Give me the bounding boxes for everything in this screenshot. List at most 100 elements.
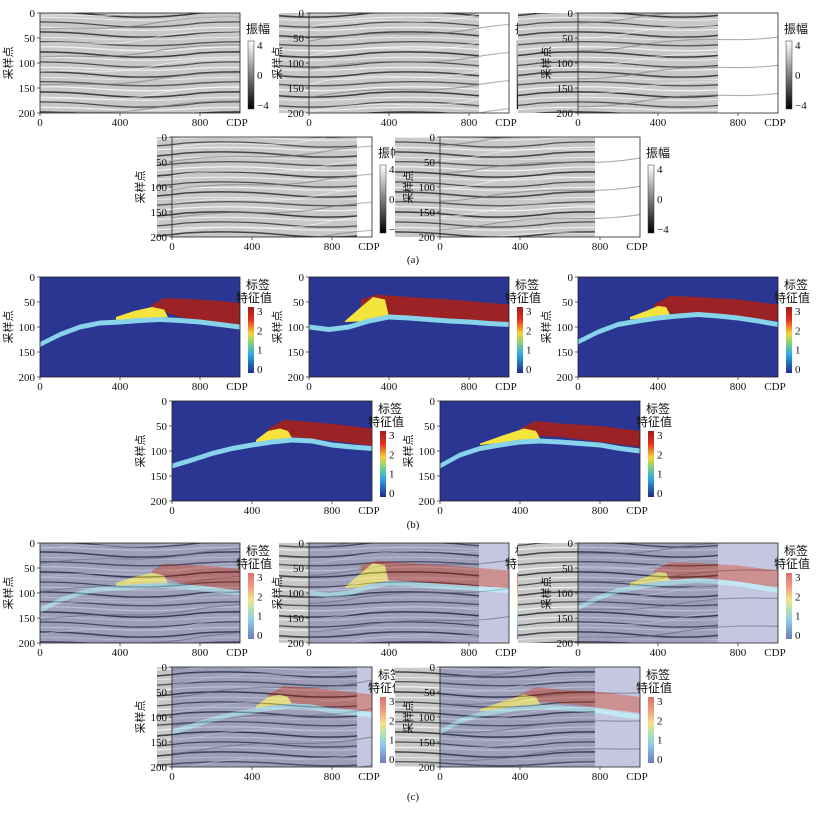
colorbar-tick-label: 0 [795, 364, 801, 376]
colorbar-tick-label: 0 [257, 630, 263, 642]
y-tick-label: 0 [568, 8, 574, 20]
x-tick-label: 0 [169, 505, 175, 517]
colorbar-tick-label: 1 [389, 735, 395, 747]
y-tick-label: 100 [288, 588, 305, 600]
y-tick-label: 200 [19, 372, 36, 384]
label-layer [309, 543, 509, 643]
y-tick-label: 150 [288, 613, 305, 625]
colorbar-tick-label: 1 [257, 611, 263, 623]
x-tick-label: 800 [592, 771, 609, 783]
x-tick-label: 400 [112, 647, 129, 659]
y-tick-label: 100 [151, 182, 168, 194]
label-layer [309, 277, 509, 377]
y-tick-label: 0 [162, 132, 168, 144]
y-tick-label: 200 [288, 638, 305, 650]
colorbar-title-line1: 标签 [646, 401, 670, 416]
label-layer [40, 543, 240, 643]
y-tick-label: 50 [562, 563, 574, 575]
caption-a: (a) [407, 254, 420, 266]
colorbar-tick-label: 2 [795, 325, 801, 337]
colorbar-tick-label: 3 [257, 306, 263, 318]
label-layer [172, 667, 372, 767]
colorbar-tick-label: 3 [795, 306, 801, 318]
label-layer [440, 667, 640, 767]
colorbar-title-line2: 特征值 [774, 556, 810, 571]
label-layer [578, 543, 778, 643]
colorbar [248, 307, 254, 373]
x-tick-label: 800 [592, 505, 609, 517]
colorbar-tick-label: 0 [795, 70, 801, 82]
x-tick-label: 800 [324, 505, 341, 517]
colorbar [785, 40, 793, 110]
y-tick-label: 150 [557, 613, 574, 625]
y-tick-label: 200 [151, 496, 168, 508]
class0-region [172, 401, 372, 501]
colorbar-tick-label: −4 [257, 100, 269, 112]
y-axis-label: 采样点 [133, 701, 147, 734]
x-tick-label: 800 [461, 117, 478, 129]
class1-region [309, 314, 509, 332]
colorbar [786, 573, 792, 639]
y-axis-label: 采样点 [539, 311, 553, 344]
colorbar [380, 431, 386, 497]
y-tick-label: 50 [562, 297, 574, 309]
class1-region [440, 704, 640, 735]
y-tick-label: 0 [30, 272, 36, 284]
colorbar-tick-label: 4 [257, 40, 263, 52]
x-tick-label: 400 [381, 117, 398, 129]
colorbar-tick-label: 3 [795, 572, 801, 584]
y-tick-label: 50 [293, 563, 305, 575]
colorbar-title-line1: 标签 [784, 277, 808, 292]
colorbar-tick-label: 0 [657, 488, 663, 500]
y-tick-label: 50 [424, 687, 436, 699]
y-tick-label: 50 [293, 297, 305, 309]
x-tick-label: 0 [169, 771, 175, 783]
x-tick-label: 0 [437, 771, 443, 783]
y-tick-label: 50 [156, 421, 168, 433]
colorbar-tick-label: 2 [526, 325, 532, 337]
y-tick-label: 200 [557, 372, 574, 384]
x-axis-label: CDP [626, 241, 647, 253]
colorbar-tick-label: 0 [657, 754, 663, 766]
y-tick-label: 150 [19, 613, 36, 625]
class3-region [152, 298, 240, 326]
y-axis-label: 采样点 [1, 577, 15, 610]
x-tick-label: 400 [244, 505, 261, 517]
x-tick-label: 0 [437, 505, 443, 517]
label-layer [40, 277, 240, 377]
x-tick-label: 800 [192, 647, 209, 659]
x-tick-label: 400 [512, 771, 529, 783]
colorbar-tick-label: 0 [526, 364, 532, 376]
colorbar-tick-label: 0 [657, 194, 663, 206]
colorbar [517, 307, 523, 373]
y-tick-label: 100 [419, 446, 436, 458]
class2-region [480, 428, 540, 445]
y-tick-label: 200 [19, 638, 36, 650]
colorbar [247, 40, 255, 110]
x-axis-label: CDP [764, 647, 785, 659]
y-tick-label: 100 [19, 322, 36, 334]
colorbar-tick-label: 4 [795, 40, 801, 52]
y-axis-label: 采样点 [270, 311, 284, 344]
y-tick-label: 50 [156, 157, 168, 169]
colorbar-tick-label: 2 [257, 591, 263, 603]
x-axis-label: CDP [358, 771, 379, 783]
colorbar-title: 振幅 [784, 21, 808, 36]
y-axis-label: 采样点 [401, 435, 415, 468]
caption-b: (b) [407, 519, 420, 531]
x-axis-label: CDP [764, 381, 785, 393]
class0-region [172, 667, 372, 767]
y-tick-label: 200 [419, 762, 436, 774]
x-tick-label: 400 [112, 117, 129, 129]
y-tick-label: 0 [299, 272, 305, 284]
y-tick-label: 150 [19, 83, 36, 95]
seismic-texture-fine [172, 667, 372, 767]
class3-region [654, 562, 778, 587]
